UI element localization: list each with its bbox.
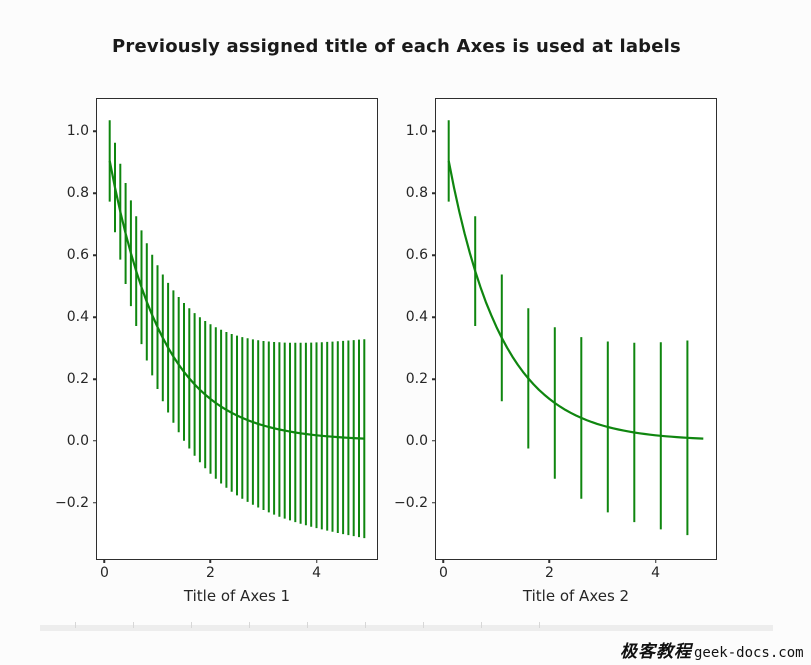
watermark-site-text: geek-docs.com (694, 645, 804, 661)
x-axis-tick (442, 559, 445, 563)
y-axis-tick (93, 130, 97, 133)
series-line (108, 160, 365, 440)
ghost-strip-tick (365, 622, 366, 628)
figure-suptitle: Previously assigned title of each Axes i… (112, 36, 681, 57)
y-axis-tick (432, 254, 436, 256)
x-axis-tick (654, 559, 657, 563)
ghost-strip-tick (133, 622, 134, 628)
axes-2-xlabel: Title of Axes 2 (522, 587, 630, 605)
y-axis-tick-label: 0.8 (405, 185, 428, 202)
plot-canvas (447, 120, 704, 536)
x-axis-tick-label: 4 (312, 565, 321, 581)
y-axis-tick (432, 316, 436, 318)
x-axis-tick (315, 559, 318, 563)
watermark-cn-text: 极客教程 (620, 642, 692, 662)
y-axis-tick (93, 440, 97, 442)
y-axis-tick-label: 0.6 (66, 247, 89, 264)
errorbar-lines (447, 120, 689, 536)
y-axis-tick (93, 254, 97, 256)
x-axis-tick-label: 2 (206, 565, 215, 581)
x-axis-tick-label: 0 (99, 565, 109, 581)
y-axis-tick-label: 0.4 (405, 309, 428, 326)
ghost-strip-tick (191, 622, 192, 628)
y-axis-tick-label: 0.0 (66, 432, 89, 449)
x-axis-tick (209, 559, 212, 563)
ghost-strip-tick (481, 622, 482, 628)
y-axis-tick (93, 192, 97, 195)
y-axis-tick-label: 0.2 (405, 371, 428, 388)
axes-1-plot-area: Title of Axes 1 0 2 4 1.0 0.8 0.6 0.4 0.2 0.0 −0.… (55, 98, 378, 605)
ghost-strip-tick (539, 622, 540, 628)
y-axis-tick-label: 0.8 (66, 185, 89, 202)
y-axis-tick-label: 1.0 (66, 123, 89, 140)
y-axis-tick (93, 378, 97, 380)
series-line (447, 160, 704, 440)
ghost-strip-tick (423, 622, 424, 628)
y-axis-tick-label: 1.0 (405, 123, 428, 140)
x-axis-tick (548, 559, 551, 563)
y-axis-tick (432, 130, 436, 133)
ghost-strip-tick (249, 622, 250, 628)
y-axis-tick (432, 502, 436, 504)
ghost-slider-strip (40, 622, 773, 631)
watermark: 极客教程 geek-docs.com (620, 637, 804, 662)
x-axis-tick (103, 559, 106, 563)
errorbar-lines (108, 120, 366, 539)
ghost-strip-tick (75, 622, 76, 628)
x-axis-tick-label: 4 (651, 565, 660, 581)
y-axis-tick-label: −0.2 (55, 494, 89, 511)
y-axis-tick (93, 316, 97, 318)
axes-2-plot-area: Title of Axes 2 0 2 4 1.0 0.8 0.6 0.4 0.2 0.0 −0.… (394, 98, 717, 605)
y-axis-tick-label: 0.0 (405, 432, 428, 449)
plot-canvas (108, 120, 366, 539)
y-axis-tick (432, 192, 436, 195)
y-axis-tick (93, 502, 97, 504)
x-axis-tick-label: 0 (438, 565, 448, 581)
y-axis-tick-label: −0.2 (394, 494, 428, 511)
y-axis-tick-label: 0.6 (405, 247, 428, 264)
x-axis-tick-label: 2 (545, 565, 554, 581)
y-axis-tick-label: 0.2 (66, 371, 89, 388)
ghost-strip-tick (307, 622, 308, 628)
y-axis-tick (432, 440, 436, 442)
y-axis-tick (432, 378, 436, 380)
y-axis-tick-label: 0.4 (66, 309, 89, 326)
axes-1-xlabel: Title of Axes 1 (183, 587, 291, 605)
